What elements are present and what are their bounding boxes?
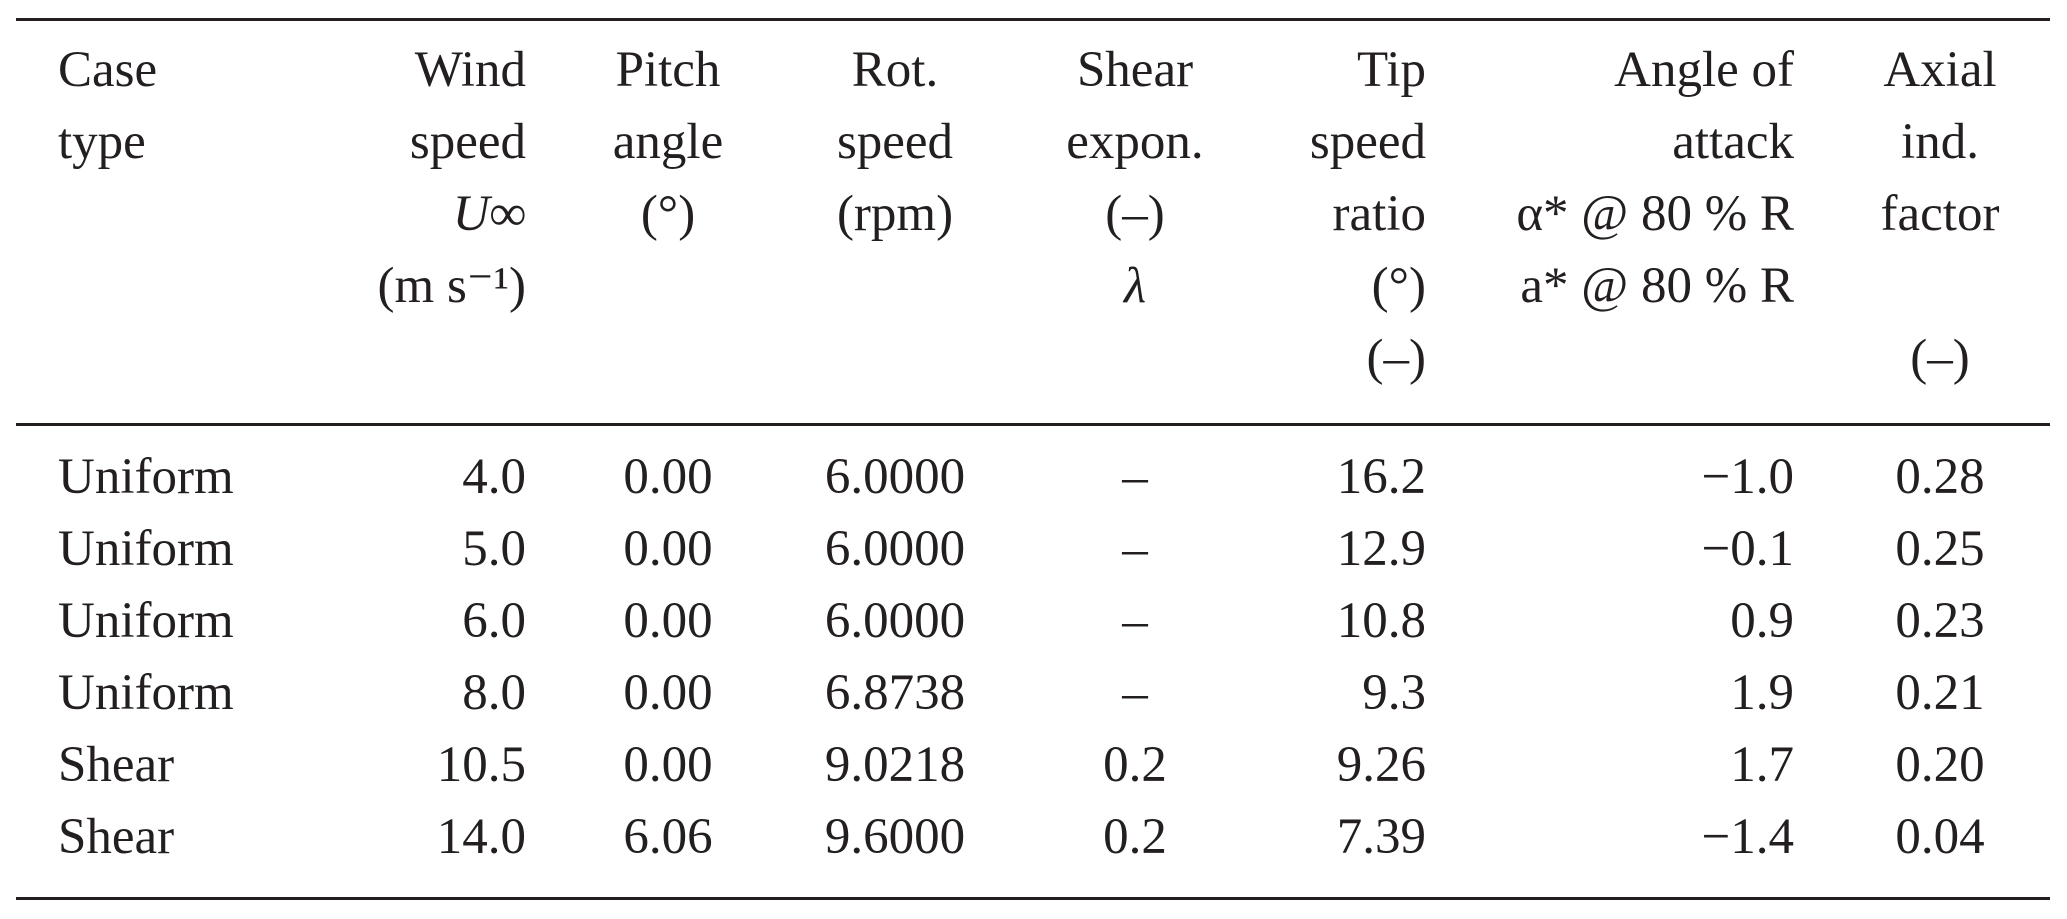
header-line-text: λ [1123,258,1147,314]
header-line: Rot. [851,42,939,98]
header-line: Axial [1883,42,1997,98]
cell-rot: 9.6000 [824,809,966,865]
cell-pitch: 0.00 [623,665,713,721]
cell-pitch: 0.00 [623,449,713,505]
header-line [1840,250,2040,322]
cell-aoa: −1.0 [1701,449,1794,505]
cell-shear: – [1122,521,1148,577]
table-top-rule [16,18,2050,21]
cell-pitch: 0.00 [623,737,713,793]
table-header-rule [16,423,2050,426]
header-line: attack [1672,114,1794,170]
cell-pitch: 0.00 [623,593,713,649]
header-line-text: U∞ [452,186,526,242]
cell-axial: 0.28 [1895,449,1985,505]
cell-case: Uniform [58,521,234,577]
header-angle-of-attack: Angle of attack α* @ 80 % R a* @ 80 % R [1440,34,1794,322]
header-line: (m s⁻¹) [377,258,526,314]
cell-wind: 10.5 [436,737,526,793]
cell-tsr: 12.9 [1336,521,1426,577]
header-tip-speed-ratio: Tip speed ratio (°) (–) [1226,34,1426,394]
header-line-alpha: α* @ 80 % R [1516,186,1794,242]
cell-wind: 14.0 [436,809,526,865]
header-line: speed [836,114,954,170]
cell-wind: 8.0 [462,665,526,721]
table-bottom-rule [16,897,2050,900]
cell-wind: 5.0 [462,521,526,577]
cell-aoa: 1.9 [1730,665,1794,721]
cell-case: Uniform [58,449,234,505]
cell-case: Uniform [58,593,234,649]
header-line: (°) [640,186,696,242]
cell-pitch: 0.00 [623,521,713,577]
header-line-u-inf: U∞ [290,178,526,250]
header-line: speed [409,114,526,170]
header-line: Pitch [615,42,721,98]
cell-shear: 0.2 [1103,737,1167,793]
header-line: angle [612,114,724,170]
cell-case: Shear [58,737,175,793]
cell-aoa: −0.1 [1701,521,1794,577]
header-line: ind. [1901,114,1979,170]
header-line: Tip [1356,42,1426,98]
cell-rot: 6.0000 [824,593,966,649]
header-line: Wind [414,42,526,98]
cell-shear: 0.2 [1103,809,1167,865]
header-rot-speed: Rot. speed (rpm) [790,34,1000,250]
cell-axial: 0.04 [1895,809,1985,865]
cell-rot: 6.8738 [824,665,966,721]
cell-shear: – [1122,593,1148,649]
header-line: (–) [1105,186,1165,242]
header-line-lambda: λ [1030,250,1240,322]
header-line: (–) [1366,330,1426,386]
cell-case: Shear [58,809,175,865]
cell-axial: 0.21 [1895,665,1985,721]
cell-pitch: 6.06 [623,809,713,865]
header-line: type [58,114,146,170]
cell-tsr: 9.3 [1362,665,1426,721]
cell-wind: 6.0 [462,593,526,649]
cell-case: Uniform [58,665,234,721]
cell-tsr: 7.39 [1336,809,1426,865]
cell-shear: – [1122,665,1148,721]
header-line: (°) [1371,258,1426,314]
cell-axial: 0.25 [1895,521,1985,577]
header-case-type: Case type [58,34,318,178]
header-wind-speed: Wind speed U∞ (m s⁻¹) [290,34,526,322]
cell-shear: – [1122,449,1148,505]
header-line: factor [1880,186,2000,242]
header-line: (rpm) [836,186,954,242]
cell-axial: 0.23 [1895,593,1985,649]
header-line: ratio [1332,186,1426,242]
header-pitch-angle: Pitch angle (°) [578,34,758,250]
header-line: Case [58,42,158,98]
cell-wind: 4.0 [462,449,526,505]
header-shear-exponent: Shear expon. (–) λ [1030,34,1240,322]
header-line: (–) [1910,330,1970,386]
cell-rot: 6.0000 [824,521,966,577]
cell-aoa: 0.9 [1730,593,1794,649]
header-line: expon. [1066,114,1204,170]
cell-tsr: 10.8 [1336,593,1426,649]
cell-rot: 9.0218 [824,737,966,793]
cell-aoa: −1.4 [1701,809,1794,865]
cell-tsr: 16.2 [1336,449,1426,505]
header-line-a: a* @ 80 % R [1520,258,1794,314]
header-line: speed [1309,114,1426,170]
cell-axial: 0.20 [1895,737,1985,793]
cell-aoa: 1.7 [1730,737,1794,793]
header-line: Shear [1076,42,1194,98]
header-line: Angle of [1614,42,1794,98]
cell-tsr: 9.26 [1336,737,1426,793]
header-axial-induction-factor: Axial ind. factor (–) [1840,34,2040,394]
cell-rot: 6.0000 [824,449,966,505]
